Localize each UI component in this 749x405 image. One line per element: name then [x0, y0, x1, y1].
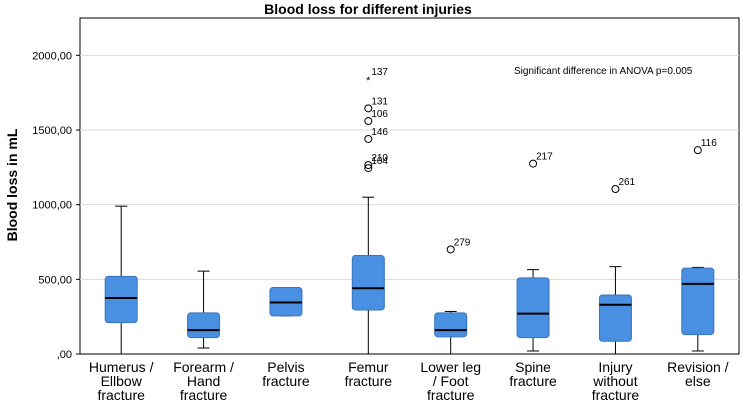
category-label: Femur fracture — [345, 359, 393, 389]
category-label: Lower leg / Foot fracture — [420, 359, 481, 403]
box — [598, 294, 632, 342]
category-label-line: fracture — [345, 373, 393, 389]
outlier-label: 106 — [371, 109, 388, 120]
category-label: Injury without fracture — [592, 359, 640, 403]
y-tick-label: 1000,00 — [32, 200, 72, 212]
category-label: Pelvis fracture — [262, 359, 310, 389]
box — [187, 312, 221, 339]
outlier-circle — [364, 134, 373, 143]
box-group — [269, 287, 303, 317]
category-label: Forearm / Hand fracture — [173, 359, 234, 403]
box — [351, 254, 385, 311]
box-group — [187, 270, 221, 349]
category-label: Humerus / Ellbow fracture — [89, 359, 154, 403]
category-label-line: without — [592, 373, 637, 389]
outlier-label: 131 — [371, 96, 388, 107]
category-label: Spine fracture — [509, 359, 557, 389]
outlier-label: 137 — [371, 67, 388, 78]
box — [434, 312, 468, 338]
category-label-line: fracture — [180, 387, 228, 403]
outlier-label: 210 — [371, 153, 388, 164]
y-tick-label: 500,00 — [38, 274, 72, 286]
outlier-label: 104 — [371, 156, 388, 167]
outlier-circle — [446, 245, 455, 254]
extreme-outlier-star: * — [366, 75, 371, 87]
y-tick-label: 1500,00 — [32, 125, 72, 137]
category-label-line: Injury — [598, 359, 632, 375]
plot-frame — [79, 17, 740, 355]
box-group: 261 — [598, 177, 636, 355]
category-label-line: fracture — [509, 373, 557, 389]
outlier-circle — [364, 104, 373, 113]
category-label-line: else — [685, 373, 711, 389]
category-label-line: Spine — [515, 359, 551, 375]
y-axis-label: Blood loss in mL — [4, 128, 20, 241]
outlier-label: 279 — [454, 237, 471, 248]
category-label-line: Lower leg — [420, 359, 481, 375]
category-label-line: Ellbow — [101, 373, 143, 389]
category-label: Revision / else — [667, 359, 729, 389]
category-label-line: fracture — [262, 373, 310, 389]
category-label-line: fracture — [97, 387, 145, 403]
outlier-circle — [693, 146, 702, 155]
y-axis-ticks: ,00 500,00 1000,00 1500,00 2000,00 — [32, 50, 80, 361]
y-tick-label: 2000,00 — [32, 50, 72, 62]
outlier-label: 146 — [371, 127, 388, 138]
box — [681, 267, 715, 336]
outlier-circle — [364, 161, 373, 170]
category-label-line: Humerus / — [89, 359, 154, 375]
chart-title: Blood loss for different injuries — [264, 1, 472, 17]
category-label-line: fracture — [427, 387, 475, 403]
box-group — [104, 205, 138, 355]
box-group: 116 — [681, 138, 717, 352]
category-label-line: Revision / — [667, 359, 729, 375]
box — [516, 277, 550, 339]
category-label-line: Pelvis — [267, 359, 304, 375]
outlier-circle — [529, 159, 538, 168]
outlier-label: 261 — [618, 177, 635, 188]
anova-annotation: Significant difference in ANOVA p=0.005 — [514, 66, 693, 77]
y-tick-label: ,00 — [57, 349, 72, 361]
outlier-circle — [364, 117, 373, 126]
category-label-line: fracture — [592, 387, 640, 403]
outlier-circle — [364, 164, 373, 173]
box-group: 279 — [434, 237, 471, 355]
box-group: 217 — [516, 152, 553, 352]
category-label-line: / Foot — [433, 373, 469, 389]
category-label-line: Hand — [187, 373, 220, 389]
outlier-circle — [611, 184, 620, 193]
outlier-label: 217 — [536, 152, 553, 163]
outlier-label: 116 — [701, 138, 717, 149]
category-label-line: Femur — [348, 359, 389, 375]
box — [104, 275, 138, 324]
category-label-line: Forearm / — [173, 359, 234, 375]
gridlines — [80, 54, 739, 280]
